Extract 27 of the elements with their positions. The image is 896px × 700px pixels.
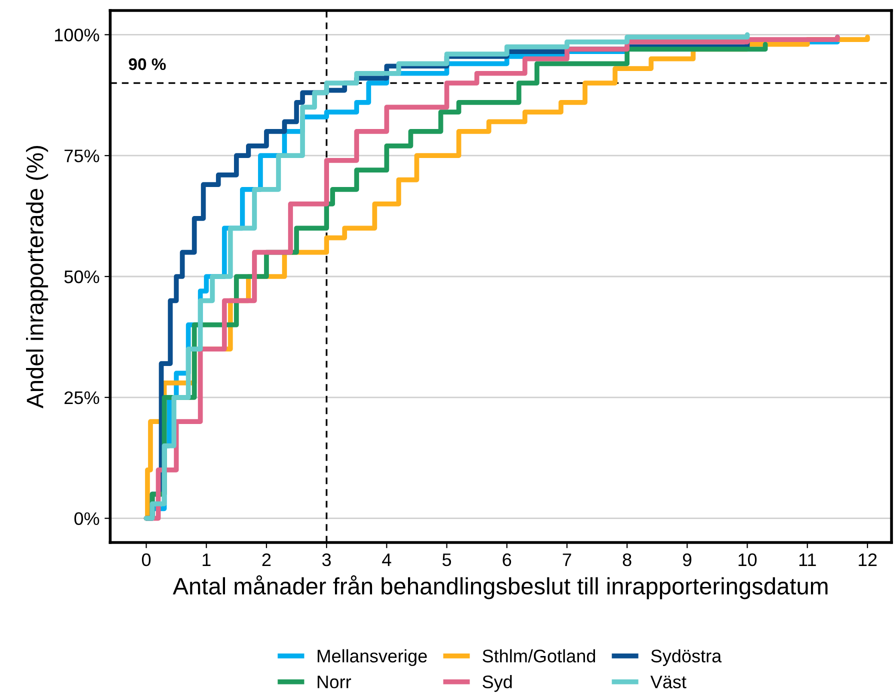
x-tick-label: 11 (799, 554, 816, 566)
x-tick-label: 1 (202, 554, 211, 566)
x-tick-label: 6 (502, 553, 512, 566)
x-tick-label: 10 (738, 553, 757, 566)
x-tick-label: 8 (622, 553, 632, 566)
ref-line-label: 90 % (128, 58, 166, 70)
y-tick-label: 100% (54, 28, 100, 42)
y-axis-title: Andel inrapporterade (%) (26, 146, 48, 408)
legend-label: Sthlm/Gotland (482, 649, 596, 662)
y-tick-label: 75% (64, 150, 100, 162)
x-tick-label: 12 (858, 553, 877, 566)
x-tick-label: 7 (562, 554, 572, 566)
x-tick-label: 9 (683, 553, 692, 566)
x-tick-label: 0 (142, 553, 151, 566)
x-tick-label: 4 (382, 554, 392, 566)
x-tick-label: 2 (262, 553, 271, 566)
legend-label: Sydöstra (651, 649, 722, 666)
legend-label: Mellansverige (318, 649, 427, 666)
legend-label: Norr (318, 676, 352, 688)
legend-label: Väst (650, 676, 686, 688)
y-tick-label: 25% (64, 391, 100, 404)
y-tick-label: 50% (64, 270, 100, 284)
legend-label: Syd (482, 675, 512, 692)
x-tick-label: 3 (322, 553, 331, 566)
x-axis-title: Antal månader från behandlingsbeslut till inrapporteringsdatum (172, 575, 828, 600)
y-tick-label: 0% (74, 512, 100, 526)
x-tick-label: 5 (442, 554, 452, 566)
